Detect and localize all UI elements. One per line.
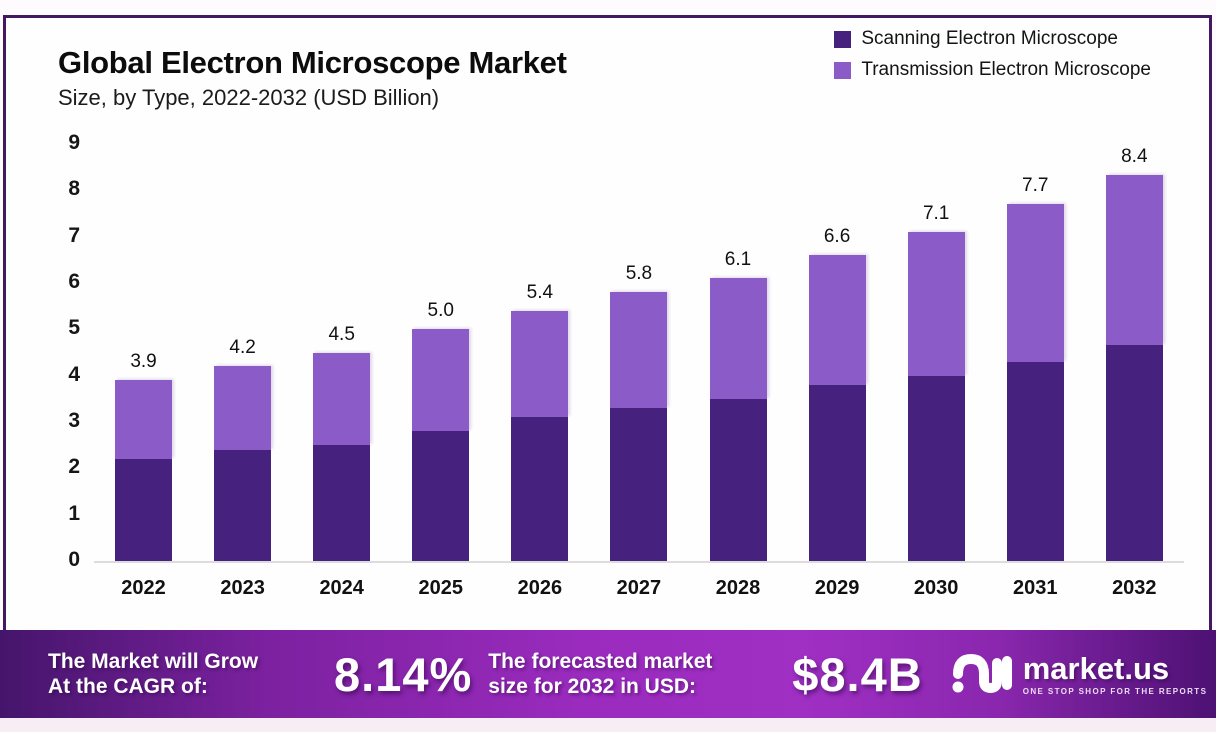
x-tick-2032: 2032	[1112, 577, 1157, 599]
forecast-label-line2: size for 2032 in USD:	[488, 675, 697, 698]
total-label-2028: 6.1	[724, 249, 752, 271]
x-tick-2031: 2031	[1012, 577, 1058, 599]
bar-group-2027: 5.8 2027	[610, 146, 668, 599]
bar-group-2031: 7.7 2031	[1006, 146, 1064, 599]
total-label-2026: 5.4	[526, 281, 554, 303]
total-label-2022: 3.9	[130, 351, 157, 373]
sem-segment-2030	[907, 375, 965, 561]
bar-group-2028: 6.1 2028	[709, 146, 767, 599]
forecast-label: The forecasted market size for 2032 in U…	[488, 649, 788, 699]
total-label-2025: 5.0	[427, 300, 454, 322]
chart-frame: Global Electron Microscope Market Size, …	[3, 15, 1212, 630]
legend-label-tem: Transmission Electron Microscope	[861, 59, 1151, 80]
x-tick-2023: 2023	[220, 577, 265, 599]
marketus-logo: market.us ONE STOP SHOP FOR THE REPORTS	[951, 649, 1208, 699]
y-tick-4: 4	[68, 362, 80, 386]
tem-segment-2028	[709, 278, 767, 399]
total-label-2024: 4.5	[328, 323, 355, 345]
marketus-logo-icon	[952, 653, 1012, 694]
logo-tagline: ONE STOP SHOP FOR THE REPORTS	[1022, 686, 1208, 696]
sem-segment-2026	[511, 417, 569, 561]
legend: Scanning Electron Microscope Transmissio…	[834, 28, 1151, 81]
cagr-banner: The Market will Grow At the CAGR of: 8.1…	[0, 630, 1216, 718]
total-label-2029: 6.6	[823, 226, 851, 248]
y-tick-6: 6	[68, 270, 80, 293]
bar-group-2032: 8.4 2032	[1105, 146, 1163, 599]
sem-segment-2022	[115, 459, 173, 561]
sem-segment-2028	[709, 398, 767, 561]
page-title: Global Electron Microscope Market	[58, 45, 567, 80]
logo-name: market.us	[1022, 650, 1170, 686]
sem-segment-2025	[412, 431, 470, 561]
sem-segment-2029	[808, 384, 866, 561]
x-tick-2026: 2026	[517, 577, 563, 599]
cagr-value: 8.14%	[334, 647, 473, 701]
tem-segment-2030	[907, 232, 965, 376]
sem-segment-2032	[1105, 345, 1163, 561]
sem-segment-2023	[214, 449, 272, 561]
forecast-label-line1: The forecasted market	[488, 649, 713, 673]
bottom-strip	[0, 718, 1216, 732]
bar-group-2024: 4.5 2024	[313, 146, 371, 599]
tem-segment-2023	[214, 366, 272, 450]
bar-group-2025: 5.0 2025	[412, 146, 470, 599]
y-tick-9: 9	[68, 131, 80, 154]
tem-segment-2027	[610, 292, 668, 409]
y-tick-3: 3	[68, 409, 80, 432]
tem-color-swatch	[834, 61, 852, 79]
sem-segment-2031	[1006, 361, 1064, 561]
sem-segment-2027	[610, 408, 668, 561]
bar-group-2026: 5.4 2026	[511, 146, 569, 599]
bar-group-2023: 4.2 2023	[214, 146, 272, 599]
y-tick-2: 2	[68, 455, 80, 479]
y-tick-8: 8	[68, 177, 80, 201]
x-tick-2027: 2027	[616, 577, 662, 599]
tem-segment-2032	[1105, 175, 1163, 346]
bar-group-2030: 7.1 2030	[907, 146, 965, 599]
bar-group-2029: 6.6 2029	[808, 146, 866, 599]
y-tick-1: 1	[68, 501, 80, 525]
y-tick-7: 7	[68, 223, 80, 247]
total-label-2030: 7.1	[922, 203, 950, 225]
total-label-2032: 8.4	[1121, 146, 1148, 167]
x-tick-2025: 2025	[418, 577, 464, 599]
title-block: Global Electron Microscope Market Size, …	[58, 44, 738, 111]
total-label-2023: 4.2	[229, 337, 256, 359]
x-tick-2030: 2030	[913, 577, 959, 599]
cagr-label-line1: The Market will Grow	[48, 649, 259, 673]
y-tick-5: 5	[68, 316, 80, 340]
tem-segment-2024	[313, 352, 371, 446]
y-tick-0: 0	[68, 548, 80, 571]
tem-segment-2022	[115, 380, 173, 460]
y-axis: 0 1 2 3 4 5 6 7 8 9	[36, 131, 80, 571]
x-tick-2029: 2029	[814, 577, 860, 599]
bar-group-2022: 3.9 2022	[115, 146, 173, 599]
logo-text-block: market.us ONE STOP SHOP FOR THE REPORTS	[1023, 653, 1208, 696]
legend-item-tem: Transmission Electron Microscope	[834, 59, 1151, 81]
sem-segment-2024	[313, 445, 371, 561]
tem-segment-2029	[808, 255, 866, 385]
bars-container: 3.9 2022 4.2 2023 4.5 2024 5.0 2025 5.4 2026 5.8 20…	[94, 146, 1184, 599]
x-tick-2024: 2024	[319, 577, 364, 599]
forecast-value: $8.4B	[792, 647, 923, 701]
cagr-label-line2: At the CAGR of:	[48, 675, 208, 698]
legend-label-sem: Scanning Electron Microscope	[861, 28, 1118, 49]
legend-item-sem: Scanning Electron Microscope	[834, 28, 1151, 50]
x-tick-2028: 2028	[715, 577, 761, 599]
total-label-2027: 5.8	[625, 263, 653, 285]
cagr-label: The Market will Grow At the CAGR of:	[48, 649, 328, 699]
x-tick-2022: 2022	[121, 577, 166, 599]
tem-segment-2031	[1006, 204, 1064, 362]
sem-color-swatch	[834, 30, 852, 48]
tem-segment-2026	[511, 310, 569, 418]
total-label-2031: 7.7	[1022, 175, 1049, 197]
tem-segment-2025	[412, 329, 470, 432]
page-subtitle: Size, by Type, 2022-2032 (USD Billion)	[58, 84, 440, 110]
